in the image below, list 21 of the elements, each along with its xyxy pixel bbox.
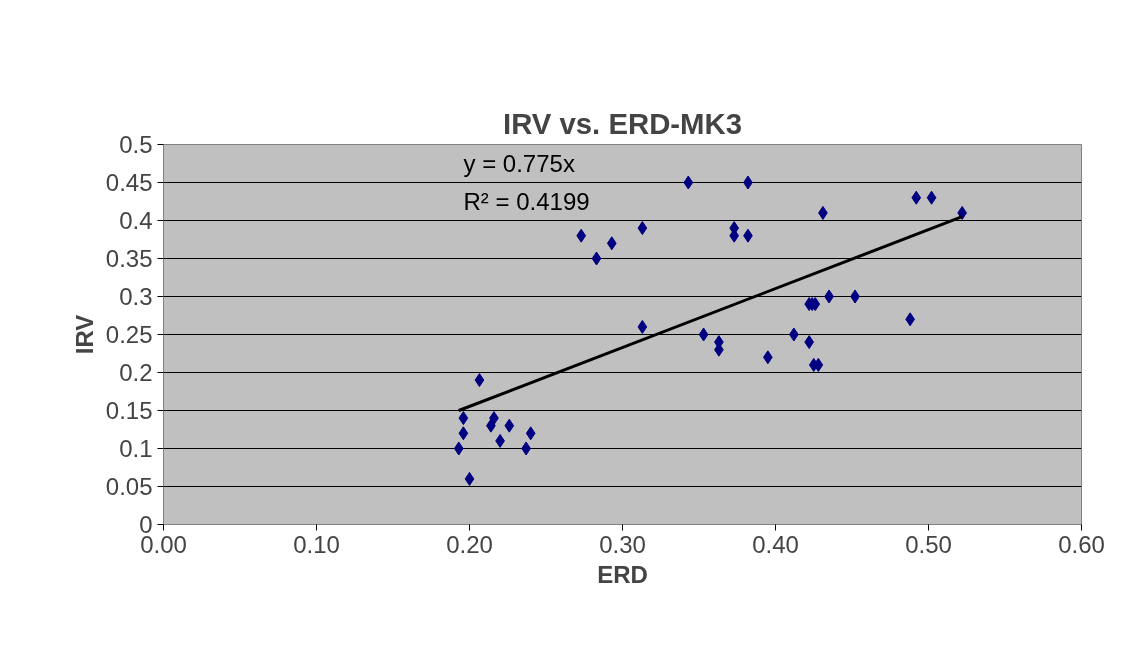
x-tick-label: 0.20 bbox=[446, 530, 493, 558]
y-axis-title: IRV bbox=[70, 314, 98, 355]
y-tick-label: 0.1 bbox=[119, 435, 153, 462]
x-tick-label: 0.10 bbox=[293, 530, 340, 558]
x-tick-label: 0.60 bbox=[1058, 530, 1105, 558]
x-tick-label: 0.30 bbox=[599, 530, 646, 558]
y-tick-label: 0.35 bbox=[105, 245, 153, 272]
x-tick-label: 0.40 bbox=[752, 530, 799, 558]
y-tick-label: 0.25 bbox=[105, 321, 153, 348]
y-tick-label: 0.15 bbox=[105, 397, 153, 424]
y-tick-label: 0.5 bbox=[119, 131, 153, 158]
chart-title: IRV vs. ERD-MK3 bbox=[502, 106, 743, 140]
y-tick-label: 0.3 bbox=[119, 283, 153, 310]
y-tick-label: 0.4 bbox=[119, 207, 153, 234]
annotation: R² = 0.4199 bbox=[463, 187, 590, 215]
y-tick-label: 0.45 bbox=[105, 169, 153, 196]
y-tick-label: 0.2 bbox=[119, 359, 153, 386]
y-tick-label: 0.05 bbox=[105, 473, 153, 500]
x-axis-title: ERD bbox=[597, 560, 648, 588]
annotation: y = 0.775x bbox=[463, 149, 575, 177]
x-tick-label: 0.50 bbox=[905, 530, 952, 558]
